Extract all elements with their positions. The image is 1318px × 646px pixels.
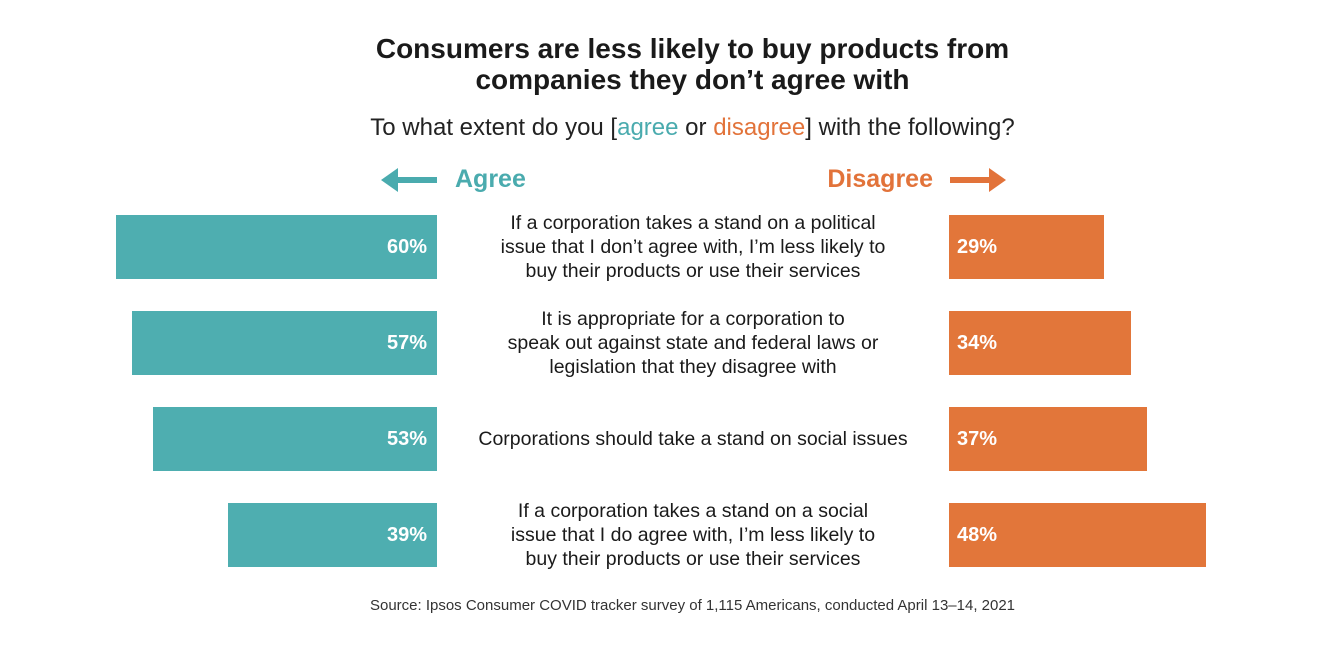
agree-value-label: 53% xyxy=(386,428,427,450)
subtitle-or: or xyxy=(678,114,714,141)
statement-line: buy their products or use their services xyxy=(525,548,861,570)
agree-bar: 39% xyxy=(228,503,437,567)
disagree-header: Disagree xyxy=(827,165,933,193)
agree-bar: 57% xyxy=(132,311,437,375)
disagree-value-label: 48% xyxy=(957,524,998,546)
agree-value-label: 39% xyxy=(386,524,427,546)
statement-label: Corporations should take a stand on soci… xyxy=(446,407,940,471)
statement-line: It is appropriate for a corporation to xyxy=(541,308,845,330)
disagree-value-label: 29% xyxy=(957,236,998,258)
statement-line: buy their products or use their services xyxy=(525,260,861,282)
statement-line: speak out against state and federal laws… xyxy=(507,332,879,354)
statement-label: If a corporation takes a stand on a soci… xyxy=(446,500,940,570)
disagree-bar: 29% xyxy=(949,215,1105,279)
statement-line: issue that I do agree with, I’m less lik… xyxy=(510,524,876,546)
statement-line: legislation that they disagree with xyxy=(549,356,837,378)
agree-value-label: 60% xyxy=(386,236,427,258)
disagree-bar: 37% xyxy=(949,407,1147,471)
agree-bar: 60% xyxy=(116,215,437,279)
subtitle-suffix: ] with the following? xyxy=(805,114,1015,141)
disagree-bar: 34% xyxy=(949,311,1131,375)
disagree-bar: 48% xyxy=(949,503,1206,567)
source-note: Source: Ipsos Consumer COVID tracker sur… xyxy=(369,597,1016,614)
subtitle-disagree-word: disagree xyxy=(713,114,806,141)
chart-title-line-2: companies they don’t agree with xyxy=(475,64,910,95)
left-arrow-icon xyxy=(381,168,437,192)
disagree-value-label: 37% xyxy=(957,428,998,450)
subtitle-prefix: To what extent do you [ xyxy=(370,114,618,141)
agree-bar: 53% xyxy=(153,407,437,471)
subtitle-agree-word: agree xyxy=(617,114,679,141)
statement-line: If a corporation takes a stand on a poli… xyxy=(510,212,876,234)
chart-title: Consumers are less likely to buy product… xyxy=(0,33,1318,95)
disagree-value-label: 34% xyxy=(957,332,998,354)
chart-subtitle: To what extent do you [agree or disagree… xyxy=(0,113,1318,143)
statement-label: If a corporation takes a stand on a poli… xyxy=(446,212,940,282)
statement-line: issue that I don’t agree with, I’m less … xyxy=(500,236,886,258)
agree-value-label: 57% xyxy=(386,332,427,354)
right-arrow-icon xyxy=(950,168,1006,192)
statement-line: Corporations should take a stand on soci… xyxy=(478,428,908,450)
statement-line: If a corporation takes a stand on a soci… xyxy=(517,500,869,522)
agree-header: Agree xyxy=(455,165,526,193)
chart-title-line-1: Consumers are less likely to buy product… xyxy=(375,33,1010,64)
statement-label: It is appropriate for a corporation to sp… xyxy=(446,308,940,378)
